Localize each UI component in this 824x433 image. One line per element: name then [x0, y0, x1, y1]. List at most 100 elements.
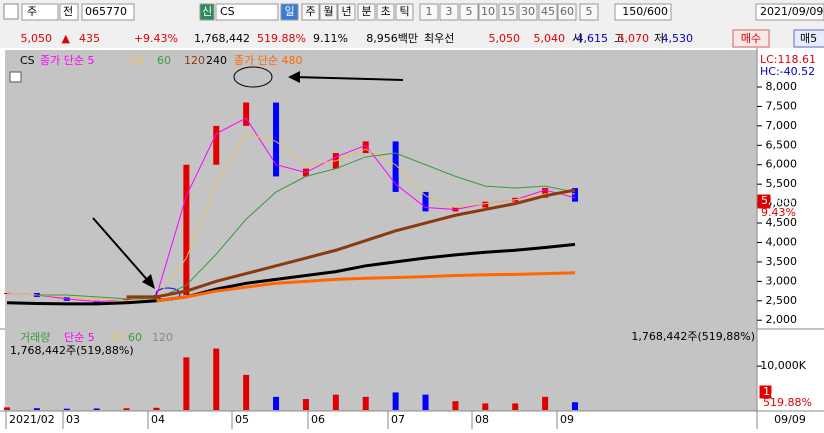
- arrow-head: [142, 274, 155, 289]
- box[interactable]: [793, 29, 824, 48]
- box[interactable]: [557, 3, 577, 21]
- volume-bar: [63, 408, 70, 410]
- volume-bar: [452, 401, 459, 410]
- ma-line: [126, 188, 576, 299]
- box[interactable]: [337, 3, 356, 21]
- prev-button: 전: [63, 5, 73, 18]
- time-label: 07: [391, 413, 405, 426]
- box[interactable]: [732, 29, 770, 48]
- box[interactable]: [459, 3, 479, 21]
- box[interactable]: [301, 3, 320, 21]
- box: [21, 3, 59, 21]
- quote-ask: 5,050: [489, 32, 521, 45]
- period-select: 주: [27, 5, 37, 18]
- time-label: 04: [151, 413, 165, 426]
- quote-high-label: 고: [614, 32, 624, 45]
- candle: [273, 102, 280, 177]
- grid-icon[interactable]: [9, 71, 22, 83]
- box: [199, 3, 215, 21]
- number-button: 60: [560, 5, 574, 18]
- box[interactable]: [280, 3, 299, 21]
- box[interactable]: [518, 3, 538, 21]
- time-label: 08: [475, 413, 489, 426]
- y-tick-label: 4,500: [766, 216, 798, 229]
- menu-icon[interactable]: [3, 3, 19, 20]
- box[interactable]: [357, 3, 376, 21]
- interval-button: 초: [380, 5, 390, 18]
- box: [757, 194, 771, 209]
- quote-bid: 5,040: [534, 32, 566, 45]
- interval-button: 틱: [399, 5, 409, 18]
- quote-best-label: 최우선: [424, 32, 454, 45]
- volume-bar: [273, 396, 280, 410]
- volume-bar: [153, 407, 160, 410]
- legend-entry: 종가 단순 5: [40, 54, 94, 67]
- box[interactable]: [498, 3, 518, 21]
- quote-amount: 8,956백만: [366, 32, 418, 45]
- y-tick-label: 4,000: [766, 235, 798, 248]
- box[interactable]: [538, 3, 558, 21]
- volume-right: 1,768,442주(519,88%): [631, 330, 755, 343]
- price-pane: [5, 50, 757, 328]
- box: [614, 3, 672, 21]
- last-volume-rate: 519.88%: [763, 396, 812, 409]
- volume-bar: [362, 396, 369, 410]
- quote-low-label: 저: [654, 32, 664, 45]
- candle: [183, 164, 190, 295]
- candle: [482, 201, 489, 208]
- chart-title: CS: [20, 54, 35, 67]
- number-button: 1: [426, 5, 433, 18]
- time-label: 06: [311, 413, 325, 426]
- y-tick-label: 10,000K: [760, 359, 806, 372]
- time-label: 03: [66, 413, 80, 426]
- candle: [572, 188, 578, 202]
- box[interactable]: [395, 3, 414, 21]
- box[interactable]: [59, 3, 79, 21]
- y-tick-label: 8,000: [766, 80, 798, 93]
- credit-label: 신: [202, 5, 212, 18]
- code-input: 065770: [85, 5, 127, 18]
- box[interactable]: [478, 3, 498, 21]
- box: [81, 3, 135, 21]
- sell-button: 매5: [800, 32, 817, 45]
- candle: [392, 141, 399, 192]
- box[interactable]: [579, 3, 599, 21]
- buy-button: 매수: [741, 32, 761, 45]
- legend-entry: 60: [157, 54, 171, 67]
- box[interactable]: [376, 3, 395, 21]
- box: [759, 385, 772, 399]
- box: [215, 3, 279, 21]
- y-tick-label: 3,500: [766, 255, 798, 268]
- volume-bar: [542, 396, 549, 410]
- date-input: 2021/09/09: [760, 5, 823, 18]
- quote-turnover: 9.11%: [313, 32, 348, 45]
- interval-button: 주: [305, 5, 315, 18]
- volume-bar: [33, 408, 40, 410]
- box[interactable]: [419, 3, 439, 21]
- y-tick-label: 5,000: [766, 197, 798, 210]
- y-tick-label: 7,000: [766, 119, 798, 132]
- interval-button: 일: [284, 4, 294, 18]
- volume-bar: [4, 407, 10, 410]
- candle: [213, 125, 220, 165]
- name-input: CS: [220, 5, 235, 18]
- last-rate: 9.43%: [761, 206, 796, 219]
- quote-low: 4,530: [662, 32, 694, 45]
- candle: [243, 102, 250, 126]
- arrow-head: [288, 71, 300, 83]
- box[interactable]: [319, 3, 338, 21]
- legend-entry: 120: [152, 331, 173, 344]
- box[interactable]: [439, 3, 459, 21]
- number-button: 45: [541, 5, 555, 18]
- volume-left: 1,768,442주(519,88%): [10, 344, 134, 357]
- ma-line: [6, 133, 575, 302]
- quote-volume-ratio: 519.88%: [257, 32, 306, 45]
- time-label: 05: [235, 413, 249, 426]
- legend-entry: 120: [184, 54, 205, 67]
- volume-bar: [422, 394, 429, 410]
- quote-volume: 1,768,442: [194, 32, 250, 45]
- lc-label: LC:118.61: [760, 53, 816, 66]
- legend-entry: 종가 단순 480: [234, 54, 302, 67]
- ma-line: [36, 152, 576, 300]
- volume-pane: [5, 330, 757, 411]
